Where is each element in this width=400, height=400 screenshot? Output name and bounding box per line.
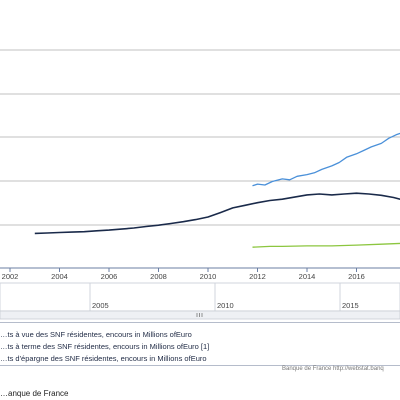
legend-item-1[interactable]: …ts à vue des SNF résidentes, encours in… [0, 330, 192, 339]
x-tick-label: 2008 [150, 272, 167, 281]
legend-label-2: …ts à terme des SNF résidentes, encours … [0, 342, 210, 351]
legend-label-3: …ts d'épargne des SNF résidentes, encour… [0, 354, 207, 363]
navigator-tick-label: 2010 [217, 301, 234, 310]
series-line-2[interactable] [252, 132, 400, 187]
grid-lines [0, 49, 400, 226]
navigator-scrollbar[interactable] [0, 310, 400, 320]
x-tick-label: 2014 [299, 272, 316, 281]
navigator[interactable]: 2005 2010 2015 [0, 282, 400, 320]
legend-item-2[interactable]: …ts à terme des SNF résidentes, encours … [0, 342, 209, 351]
source-text: …anque de France [0, 389, 69, 398]
navigator-ticks: 2005 2010 2015 [89, 283, 359, 311]
x-axis-ticks: 2002 2004 2006 2008 2010 2012 2014 2016 [2, 268, 365, 281]
series-layer [34, 132, 400, 248]
x-tick-label: 2016 [348, 272, 365, 281]
legend-label-1: …ts à vue des SNF résidentes, encours in… [0, 330, 192, 339]
x-tick-label: 2004 [51, 272, 68, 281]
scrollbar-grip-icon[interactable] [196, 313, 203, 317]
x-tick-label: 2006 [101, 272, 118, 281]
navigator-tick-label: 2015 [342, 301, 359, 310]
legend-item-3[interactable]: …ts d'épargne des SNF résidentes, encour… [0, 354, 207, 363]
series-line-1[interactable] [34, 192, 400, 235]
series-line-3[interactable] [252, 242, 400, 248]
navigator-tick-label: 2005 [92, 301, 109, 310]
credits-link[interactable]: Banque de France http://webstat.banq [282, 366, 384, 372]
x-tick-label: 2010 [200, 272, 217, 281]
x-tick-label: 2002 [2, 272, 19, 281]
x-tick-label: 2012 [249, 272, 266, 281]
legend: …ts à vue des SNF résidentes, encours in… [0, 322, 400, 366]
